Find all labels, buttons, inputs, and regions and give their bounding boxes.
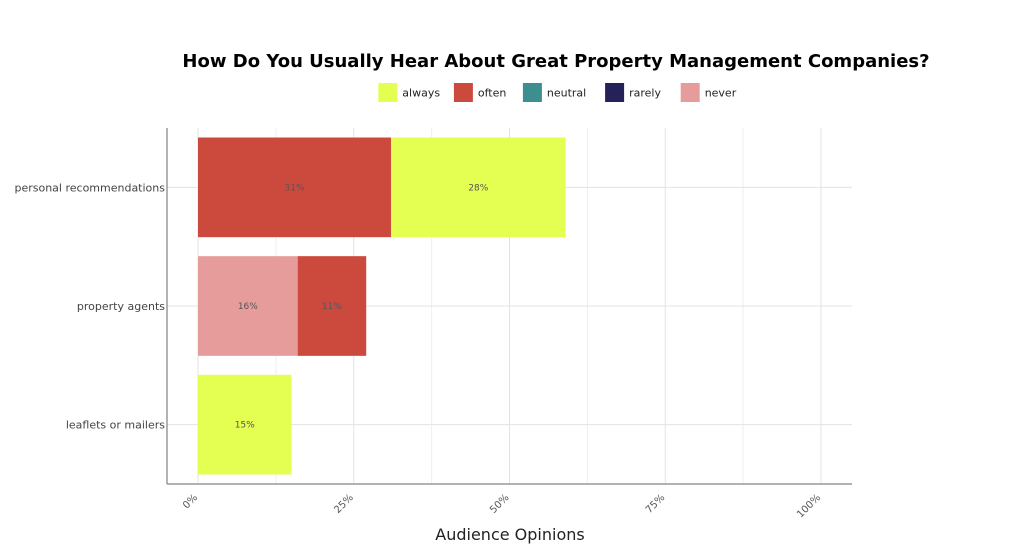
legend-label: never — [705, 87, 737, 100]
bars: 31% 28% 16% 11% 15% — [198, 137, 566, 475]
bar-often — [198, 137, 392, 238]
legend-label: often — [478, 87, 506, 100]
x-tick-label: 75% — [644, 492, 668, 516]
legend-label: always — [402, 87, 440, 100]
legend-swatch-never — [680, 83, 700, 102]
category-label: leaflets or mailers — [66, 419, 165, 432]
x-tick-label: 25% — [332, 492, 356, 516]
bar-value-label: 31% — [285, 183, 305, 193]
legend: always often neutral rarely never — [378, 83, 737, 102]
legend-swatch-always — [378, 83, 398, 102]
bar-always — [391, 137, 566, 238]
axes — [166, 128, 852, 485]
bar-never — [198, 256, 298, 356]
x-tick-label: 0% — [181, 492, 200, 511]
bar-value-label: 11% — [322, 302, 342, 312]
category-label: property agents — [77, 300, 165, 313]
x-tick-label: 50% — [488, 492, 512, 516]
bar-value-label: 16% — [238, 302, 258, 312]
legend-label: neutral — [547, 87, 586, 100]
x-axis-label: Audience Opinions — [435, 525, 584, 544]
legend-swatch-often — [453, 83, 473, 102]
legend-swatch-neutral — [522, 83, 542, 102]
legend-swatch-rarely — [605, 83, 625, 102]
bar-value-label: 15% — [235, 421, 255, 431]
chart-title: How Do You Usually Hear About Great Prop… — [182, 51, 929, 72]
x-tick-labels: 0% 25% 50% 75% 100% — [181, 492, 823, 520]
bar-always — [198, 374, 292, 475]
x-tick-label: 100% — [795, 492, 823, 520]
bar-often — [297, 256, 367, 356]
category-label: personal recommendations — [14, 181, 165, 194]
legend-label: rarely — [629, 87, 661, 100]
bar-value-label: 28% — [468, 183, 488, 193]
category-labels: personal recommendations property agents l… — [14, 181, 165, 431]
